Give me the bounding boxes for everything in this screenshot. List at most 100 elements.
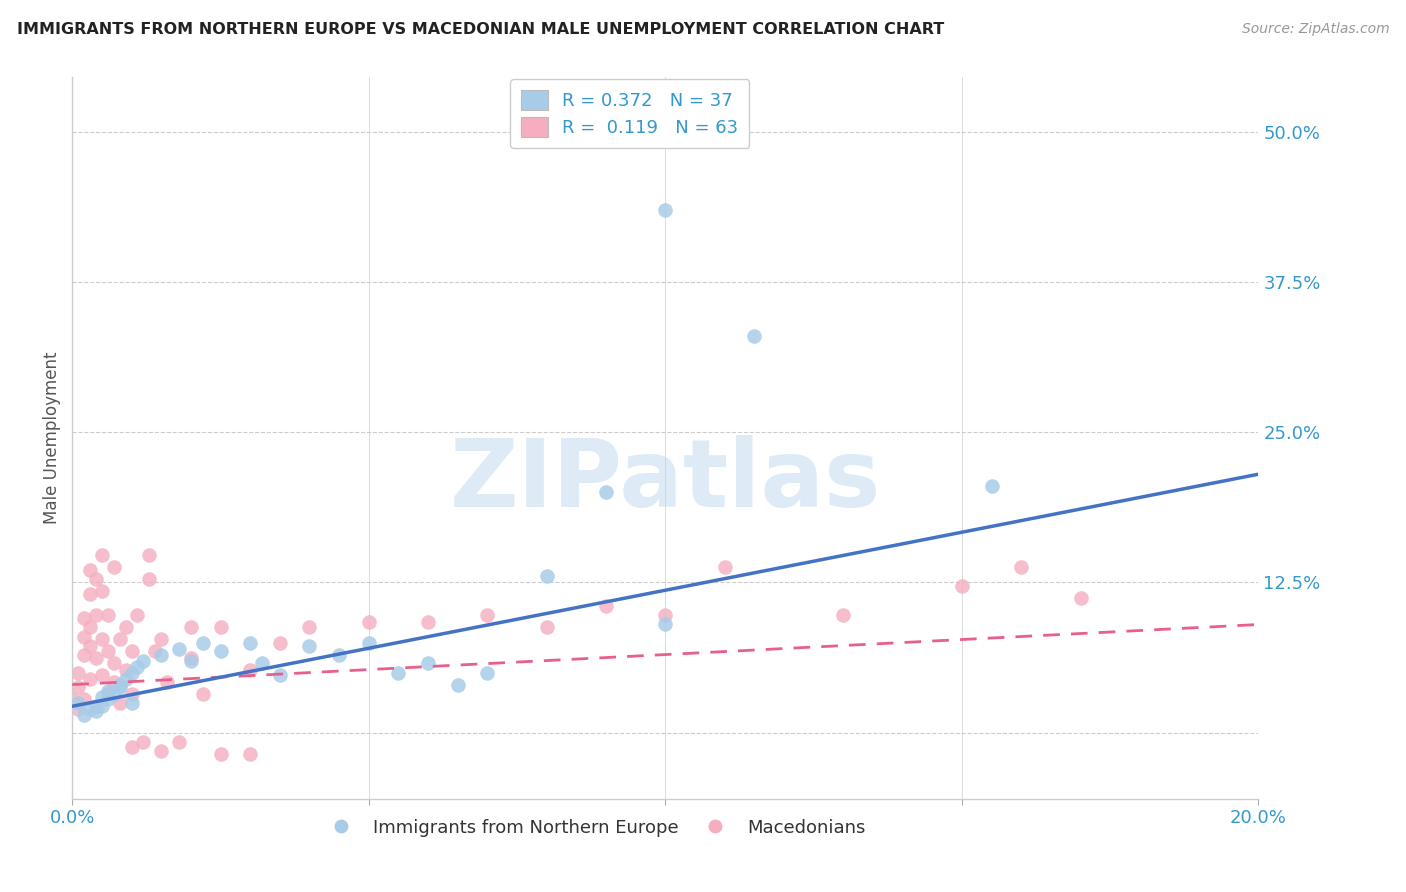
Point (108, 678, 131, 692)
Text: Source: ZipAtlas.com: Source: ZipAtlas.com (1241, 22, 1389, 37)
Point (90, 583, 112, 598)
Point (742, 329, 765, 343)
Point (132, 654, 155, 668)
Point (269, 635, 291, 649)
Point (90, 699, 112, 714)
Point (108, 696, 131, 710)
Point (477, 665, 499, 680)
Point (114, 663, 136, 677)
Point (239, 663, 262, 677)
Point (239, 635, 262, 649)
Point (121, 740, 143, 755)
Point (209, 620, 232, 634)
Point (180, 654, 202, 668)
Point (90, 690, 112, 704)
Point (416, 615, 439, 629)
Point (73, 630, 96, 644)
Point (167, 641, 190, 656)
Point (357, 615, 380, 629)
Point (143, 644, 166, 658)
Point (108, 680, 131, 694)
Point (416, 656, 439, 670)
Point (132, 735, 155, 749)
Point (84, 572, 107, 586)
Point (121, 665, 143, 680)
Point (167, 735, 190, 749)
Point (67, 701, 90, 715)
Point (73, 648, 96, 662)
Point (269, 668, 291, 682)
Point (121, 644, 143, 658)
Point (97, 607, 120, 622)
Legend: Immigrants from Northern Europe, Macedonians: Immigrants from Northern Europe, Macedon… (315, 812, 873, 844)
Point (180, 651, 202, 665)
Point (191, 635, 214, 649)
Point (60, 692, 83, 706)
Point (84, 704, 107, 718)
Point (67, 665, 90, 680)
Point (79, 672, 101, 686)
Point (239, 747, 262, 762)
Y-axis label: Male Unemployment: Male Unemployment (44, 351, 60, 524)
Point (180, 620, 202, 634)
Point (97, 687, 120, 701)
Point (121, 687, 143, 701)
Point (138, 572, 160, 586)
Point (1070, 591, 1092, 605)
Point (79, 701, 101, 715)
Point (191, 687, 214, 701)
Point (103, 559, 125, 574)
Point (209, 747, 232, 762)
Point (108, 632, 131, 646)
Point (298, 639, 321, 653)
Point (980, 479, 1002, 493)
Point (84, 699, 107, 714)
Point (654, 607, 676, 622)
Text: IMMIGRANTS FROM NORTHERN EUROPE VS MACEDONIAN MALE UNEMPLOYMENT CORRELATION CHAR: IMMIGRANTS FROM NORTHERN EUROPE VS MACED… (17, 22, 943, 37)
Point (103, 687, 125, 701)
Point (67, 696, 90, 710)
Point (950, 579, 973, 593)
Point (73, 692, 96, 706)
Point (73, 611, 96, 625)
Point (654, 617, 676, 632)
Point (127, 659, 149, 673)
Point (127, 607, 149, 622)
Point (357, 635, 380, 649)
Point (90, 668, 112, 682)
Point (328, 648, 350, 662)
Point (84, 651, 107, 665)
Point (97, 644, 120, 658)
Point (121, 696, 143, 710)
Point (477, 607, 499, 622)
Point (90, 548, 112, 562)
Point (1010, 559, 1032, 574)
Point (156, 675, 179, 690)
Point (654, 202, 676, 217)
Point (138, 548, 160, 562)
Point (250, 656, 273, 670)
Point (103, 675, 125, 690)
Point (150, 744, 173, 758)
Point (114, 672, 136, 686)
Point (79, 620, 101, 634)
Point (150, 632, 173, 646)
Point (298, 620, 321, 634)
Point (73, 707, 96, 722)
Point (84, 607, 107, 622)
Point (67, 680, 90, 694)
Point (79, 639, 101, 653)
Point (209, 644, 232, 658)
Point (79, 563, 101, 577)
Point (114, 620, 136, 634)
Text: ZIPatlas: ZIPatlas (450, 435, 882, 527)
Point (832, 607, 855, 622)
Point (536, 620, 558, 634)
Point (150, 648, 173, 662)
Point (595, 485, 617, 500)
Point (713, 559, 735, 574)
Point (79, 587, 101, 601)
Point (103, 656, 125, 670)
Point (536, 569, 558, 583)
Point (97, 683, 120, 698)
